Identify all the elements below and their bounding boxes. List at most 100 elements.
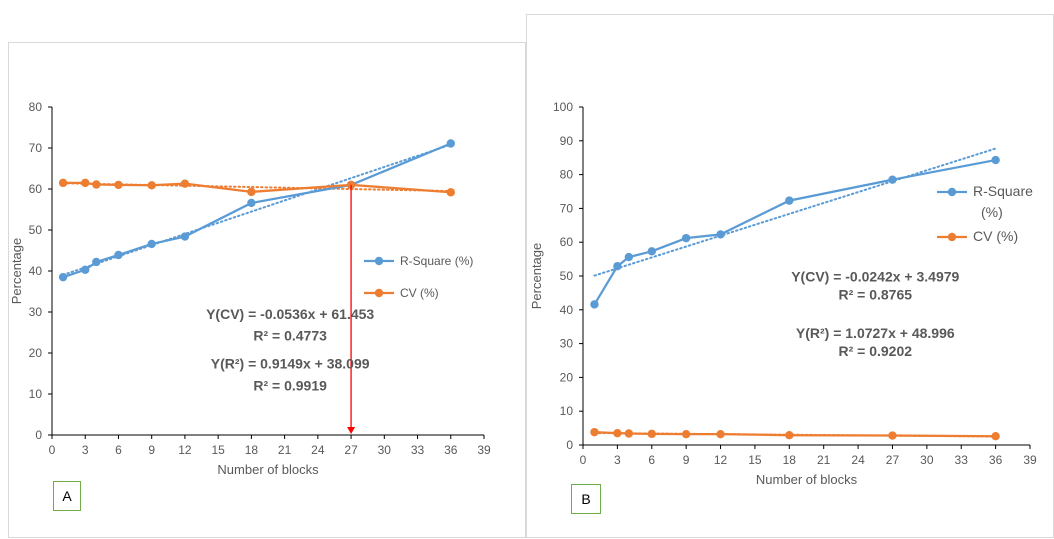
legend-label: CV (%) [400, 286, 439, 300]
trendline [593, 147, 997, 277]
y-tick-label: 30 [29, 305, 43, 319]
data-point [180, 232, 190, 241]
y-tick-label: 80 [29, 100, 43, 114]
data-point [92, 257, 101, 267]
legend-swatch-marker [374, 288, 384, 298]
equation-label: R² = 0.8765 [838, 287, 912, 303]
x-tick-label: 36 [989, 453, 1003, 467]
x-tick-label: 0 [580, 453, 587, 467]
x-tick-label: 21 [278, 443, 292, 457]
x-tick-label: 30 [920, 453, 934, 467]
legend-label: CV (%) [973, 228, 1018, 244]
data-point [888, 431, 897, 440]
y-tick-label: 60 [29, 182, 43, 196]
y-tick-label: 20 [29, 346, 43, 360]
data-point [446, 188, 455, 197]
legend-swatch-marker [947, 232, 957, 242]
data-point [613, 261, 622, 271]
x-tick-label: 30 [378, 443, 392, 457]
y-tick-label: 90 [560, 134, 574, 148]
x-tick-label: 33 [411, 443, 425, 457]
x-tick-label: 15 [748, 453, 762, 467]
data-point [247, 198, 256, 208]
equation-label: R² = 0.9202 [838, 343, 912, 359]
x-tick-label: 27 [344, 443, 358, 457]
x-tick-label: 24 [851, 453, 865, 467]
x-tick-label: 3 [82, 443, 89, 457]
data-point [785, 196, 794, 205]
x-tick-label: 15 [211, 443, 225, 457]
x-tick-label: 21 [817, 453, 831, 467]
chart-panel-b: 0 10 20 30 40 50 60 70 80 90 100 0 3 6 9 12 15 18 21 24 27 30… [526, 14, 1054, 538]
chart-panel-a: 0 10 20 30 40 50 60 70 80 0 3 6 9 12 15 18 21 24 27 30 33 36 3… [8, 42, 526, 538]
trendline [62, 143, 452, 276]
data-point [147, 181, 156, 190]
data-point [888, 175, 897, 184]
y-tick-label: 70 [560, 201, 574, 215]
x-tick-label: 12 [178, 443, 192, 457]
marker-arrowhead [347, 427, 356, 434]
y-tick-label: 50 [560, 269, 574, 283]
x-tick-label: 36 [444, 443, 458, 457]
x-tick-label: 12 [714, 453, 728, 467]
y-axis-title: Percentage [529, 243, 544, 310]
equation-label: Y(CV) = -0.0536x + 61.453 [206, 306, 374, 322]
equation-label: R² = 0.4773 [253, 328, 327, 344]
y-tick-label: 100 [553, 100, 573, 114]
data-point [81, 265, 90, 274]
y-tick-label: 20 [560, 370, 574, 384]
x-tick-label: 24 [311, 443, 325, 457]
equation-label: Y(R²) = 0.9149x + 38.099 [211, 356, 370, 372]
data-point [92, 180, 101, 189]
x-tick-label: 9 [683, 453, 690, 467]
panel-label-a: A [53, 481, 81, 511]
data-point [590, 427, 599, 437]
legend-label: R-Square (%) [973, 183, 1033, 220]
y-axis-title: Percentage [9, 238, 24, 305]
data-point [114, 250, 123, 260]
x-tick-label: 27 [886, 453, 900, 467]
y-tick-label: 0 [35, 428, 42, 442]
data-point [681, 429, 691, 439]
equation-label: Y(CV) = -0.0242x + 3.4979 [791, 269, 959, 285]
y-tick-label: 60 [560, 235, 574, 249]
x-tick-label: 18 [783, 453, 797, 467]
data-point [58, 178, 68, 188]
data-point [247, 187, 256, 197]
data-point [716, 230, 725, 239]
x-tick-label: 0 [49, 443, 56, 457]
y-tick-label: 40 [29, 264, 43, 278]
y-tick-label: 30 [560, 337, 574, 351]
data-point [716, 429, 725, 439]
y-tick-label: 50 [29, 223, 43, 237]
x-tick-label: 6 [115, 443, 122, 457]
x-tick-label: 39 [1023, 453, 1037, 467]
data-point [180, 179, 190, 188]
x-tick-label: 9 [148, 443, 155, 457]
y-tick-label: 10 [560, 404, 574, 418]
equation-label: R² = 0.9919 [253, 377, 327, 393]
x-axis-title: Number of blocks [217, 462, 319, 477]
data-point [991, 155, 1000, 165]
legend-swatch-marker [374, 256, 384, 266]
x-tick-label: 6 [648, 453, 655, 467]
data-point [681, 233, 691, 243]
y-tick-label: 40 [560, 303, 574, 317]
y-tick-label: 70 [29, 141, 43, 155]
x-axis-title: Number of blocks [756, 472, 858, 487]
data-point [613, 428, 622, 438]
data-point [647, 429, 656, 439]
data-point [114, 180, 123, 190]
y-tick-label: 10 [29, 387, 43, 401]
data-point [991, 432, 1000, 441]
panel-label-b: B [571, 484, 601, 514]
x-tick-label: 39 [477, 443, 491, 457]
legend-label: R-Square (%) [400, 254, 473, 268]
y-tick-label: 0 [566, 438, 573, 452]
x-tick-label: 18 [245, 443, 259, 457]
data-point [624, 429, 634, 438]
data-point [785, 430, 794, 440]
legend-swatch-marker [947, 187, 957, 197]
